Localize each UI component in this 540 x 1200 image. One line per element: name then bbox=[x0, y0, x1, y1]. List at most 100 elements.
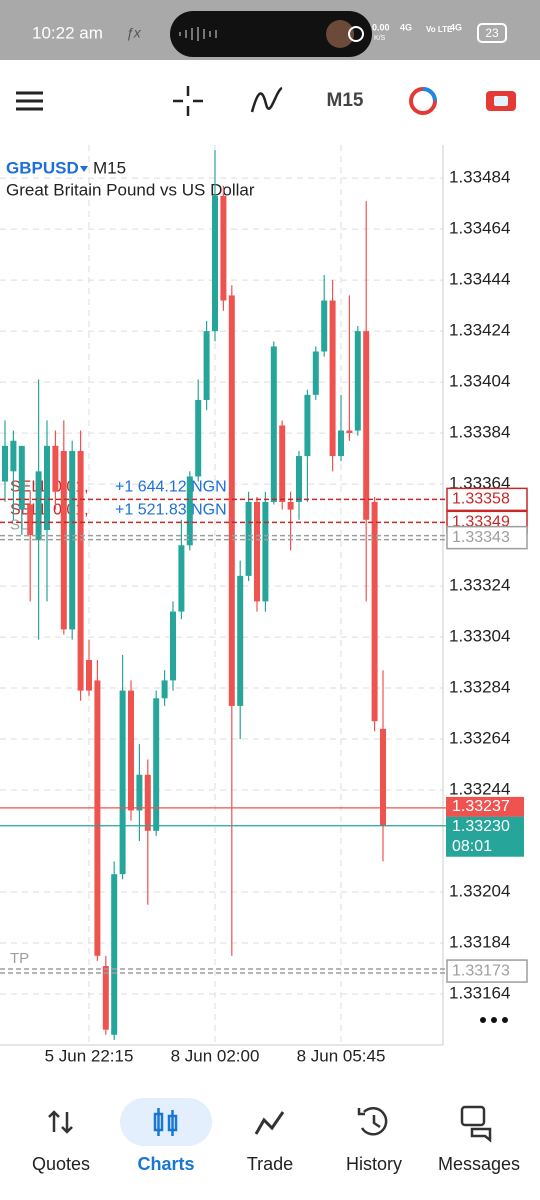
x-tick-label: 5 Jun 22:15 bbox=[45, 1046, 134, 1065]
candle-body bbox=[321, 300, 328, 352]
toolbar: M15 bbox=[16, 86, 516, 116]
y-tick-label: 1.33304 bbox=[449, 627, 510, 646]
messages-icon bbox=[460, 1105, 492, 1143]
y-tick-label: 1.33424 bbox=[449, 321, 510, 340]
timeframe-button[interactable]: M15 bbox=[327, 90, 364, 111]
candle-body bbox=[153, 698, 160, 831]
x-tick-label: 8 Jun 05:45 bbox=[297, 1046, 386, 1065]
y-tick-label: 1.33264 bbox=[449, 729, 510, 748]
chart-timeframe: M15 bbox=[93, 158, 126, 177]
candle-body bbox=[228, 295, 235, 706]
candle-body bbox=[119, 690, 126, 875]
account-icon-part bbox=[494, 96, 508, 106]
symbol[interactable]: GBPUSD bbox=[6, 158, 79, 177]
headset-icon bbox=[348, 26, 364, 42]
y-tick-label: 1.33404 bbox=[449, 372, 510, 391]
candle-body bbox=[77, 450, 84, 691]
candle-body bbox=[94, 680, 101, 956]
candle-body bbox=[287, 501, 294, 510]
charts-icon bbox=[153, 1108, 178, 1136]
crosshair-button[interactable] bbox=[173, 86, 203, 116]
y-tick-label: 1.33184 bbox=[449, 933, 510, 952]
candle-body bbox=[262, 501, 269, 602]
nav-item[interactable]: Messages bbox=[438, 1154, 520, 1174]
candle-body bbox=[195, 399, 202, 477]
bar-timer: 08:01 bbox=[452, 838, 492, 855]
net-speed: 0.00 bbox=[372, 22, 390, 32]
candle-body bbox=[296, 456, 302, 502]
candle-body bbox=[170, 611, 176, 681]
candle-body bbox=[35, 471, 42, 541]
candle-body bbox=[144, 774, 151, 831]
avatar bbox=[326, 20, 354, 48]
candle-body bbox=[354, 331, 361, 431]
y-tick-label: 1.33324 bbox=[449, 576, 510, 595]
candle-body bbox=[186, 476, 193, 546]
indicators-button[interactable] bbox=[250, 86, 283, 113]
nav-item[interactable]: History bbox=[346, 1154, 402, 1174]
signal-label: Vo LTE bbox=[426, 25, 453, 34]
candle-body bbox=[312, 351, 319, 395]
bid-price-box bbox=[446, 796, 524, 817]
candle-body bbox=[178, 545, 185, 612]
candle-body bbox=[346, 430, 353, 434]
candle-body bbox=[136, 774, 143, 811]
trade-icon bbox=[254, 1111, 285, 1135]
level-label: TP bbox=[10, 950, 29, 967]
candle-body bbox=[304, 394, 311, 457]
symbol-dropdown[interactable] bbox=[80, 166, 88, 172]
y-tick-label: 1.33384 bbox=[449, 423, 510, 442]
candle-body bbox=[10, 440, 17, 472]
y-tick-label: 1.33204 bbox=[449, 882, 510, 901]
clock: 10:22 am bbox=[32, 23, 103, 42]
chart: GBPUSD M15 Great Britain Pound vs US Dol… bbox=[0, 145, 528, 1065]
y-tick-label: 1.33244 bbox=[449, 780, 510, 799]
candle-body bbox=[329, 300, 336, 457]
more-button[interactable] bbox=[480, 1017, 508, 1023]
y-tick-label: 1.33444 bbox=[449, 270, 510, 289]
order-price: 1.33358 bbox=[452, 491, 510, 508]
nav-item[interactable]: Quotes bbox=[32, 1154, 90, 1174]
candle-body bbox=[254, 501, 260, 602]
candle-body bbox=[2, 445, 8, 482]
menu-button[interactable] bbox=[16, 91, 43, 111]
trade-icon-part bbox=[422, 87, 437, 102]
quotes-icon bbox=[48, 1110, 73, 1134]
candle-body bbox=[18, 445, 25, 510]
candle-body bbox=[212, 195, 218, 332]
candle-body bbox=[128, 690, 134, 811]
y-tick-label: 1.33484 bbox=[449, 168, 510, 187]
ask-price-box bbox=[446, 816, 524, 857]
candle-body bbox=[27, 504, 34, 536]
active-tab-highlight bbox=[120, 1098, 212, 1146]
candle-body bbox=[338, 430, 344, 457]
order-profit: +1 521.83 NGN bbox=[115, 502, 227, 519]
level-price: 1.33343 bbox=[452, 529, 510, 546]
level-price-box bbox=[446, 959, 528, 983]
nav-item[interactable]: Trade bbox=[247, 1154, 293, 1174]
candle-body bbox=[279, 425, 286, 502]
y-tick-label: 1.33164 bbox=[449, 983, 510, 1002]
waveform bbox=[179, 27, 217, 41]
bottom-nav: Quotes Charts Trade History Messages bbox=[32, 1098, 520, 1174]
signal-label: 4G bbox=[450, 22, 462, 32]
candle-body bbox=[371, 501, 378, 722]
candle-body bbox=[86, 660, 92, 691]
order-profit: +1 644.12 NGN bbox=[115, 479, 227, 496]
level-label: SL bbox=[10, 517, 28, 534]
dynamic-pill bbox=[170, 11, 372, 57]
nav-item[interactable]: Charts bbox=[137, 1154, 194, 1174]
signal-label: 4G bbox=[400, 22, 412, 32]
order-price-box bbox=[446, 487, 528, 512]
candle-body bbox=[111, 874, 118, 1035]
bid-price: 1.33237 bbox=[452, 798, 510, 815]
candle-body bbox=[60, 450, 67, 630]
battery bbox=[477, 23, 507, 43]
x-tick-label: 8 Jun 02:00 bbox=[171, 1046, 260, 1065]
candle-body bbox=[44, 445, 50, 530]
net-unit: K/S bbox=[374, 35, 386, 42]
candle-body bbox=[52, 445, 59, 492]
y-tick-label: 1.33464 bbox=[449, 219, 510, 238]
